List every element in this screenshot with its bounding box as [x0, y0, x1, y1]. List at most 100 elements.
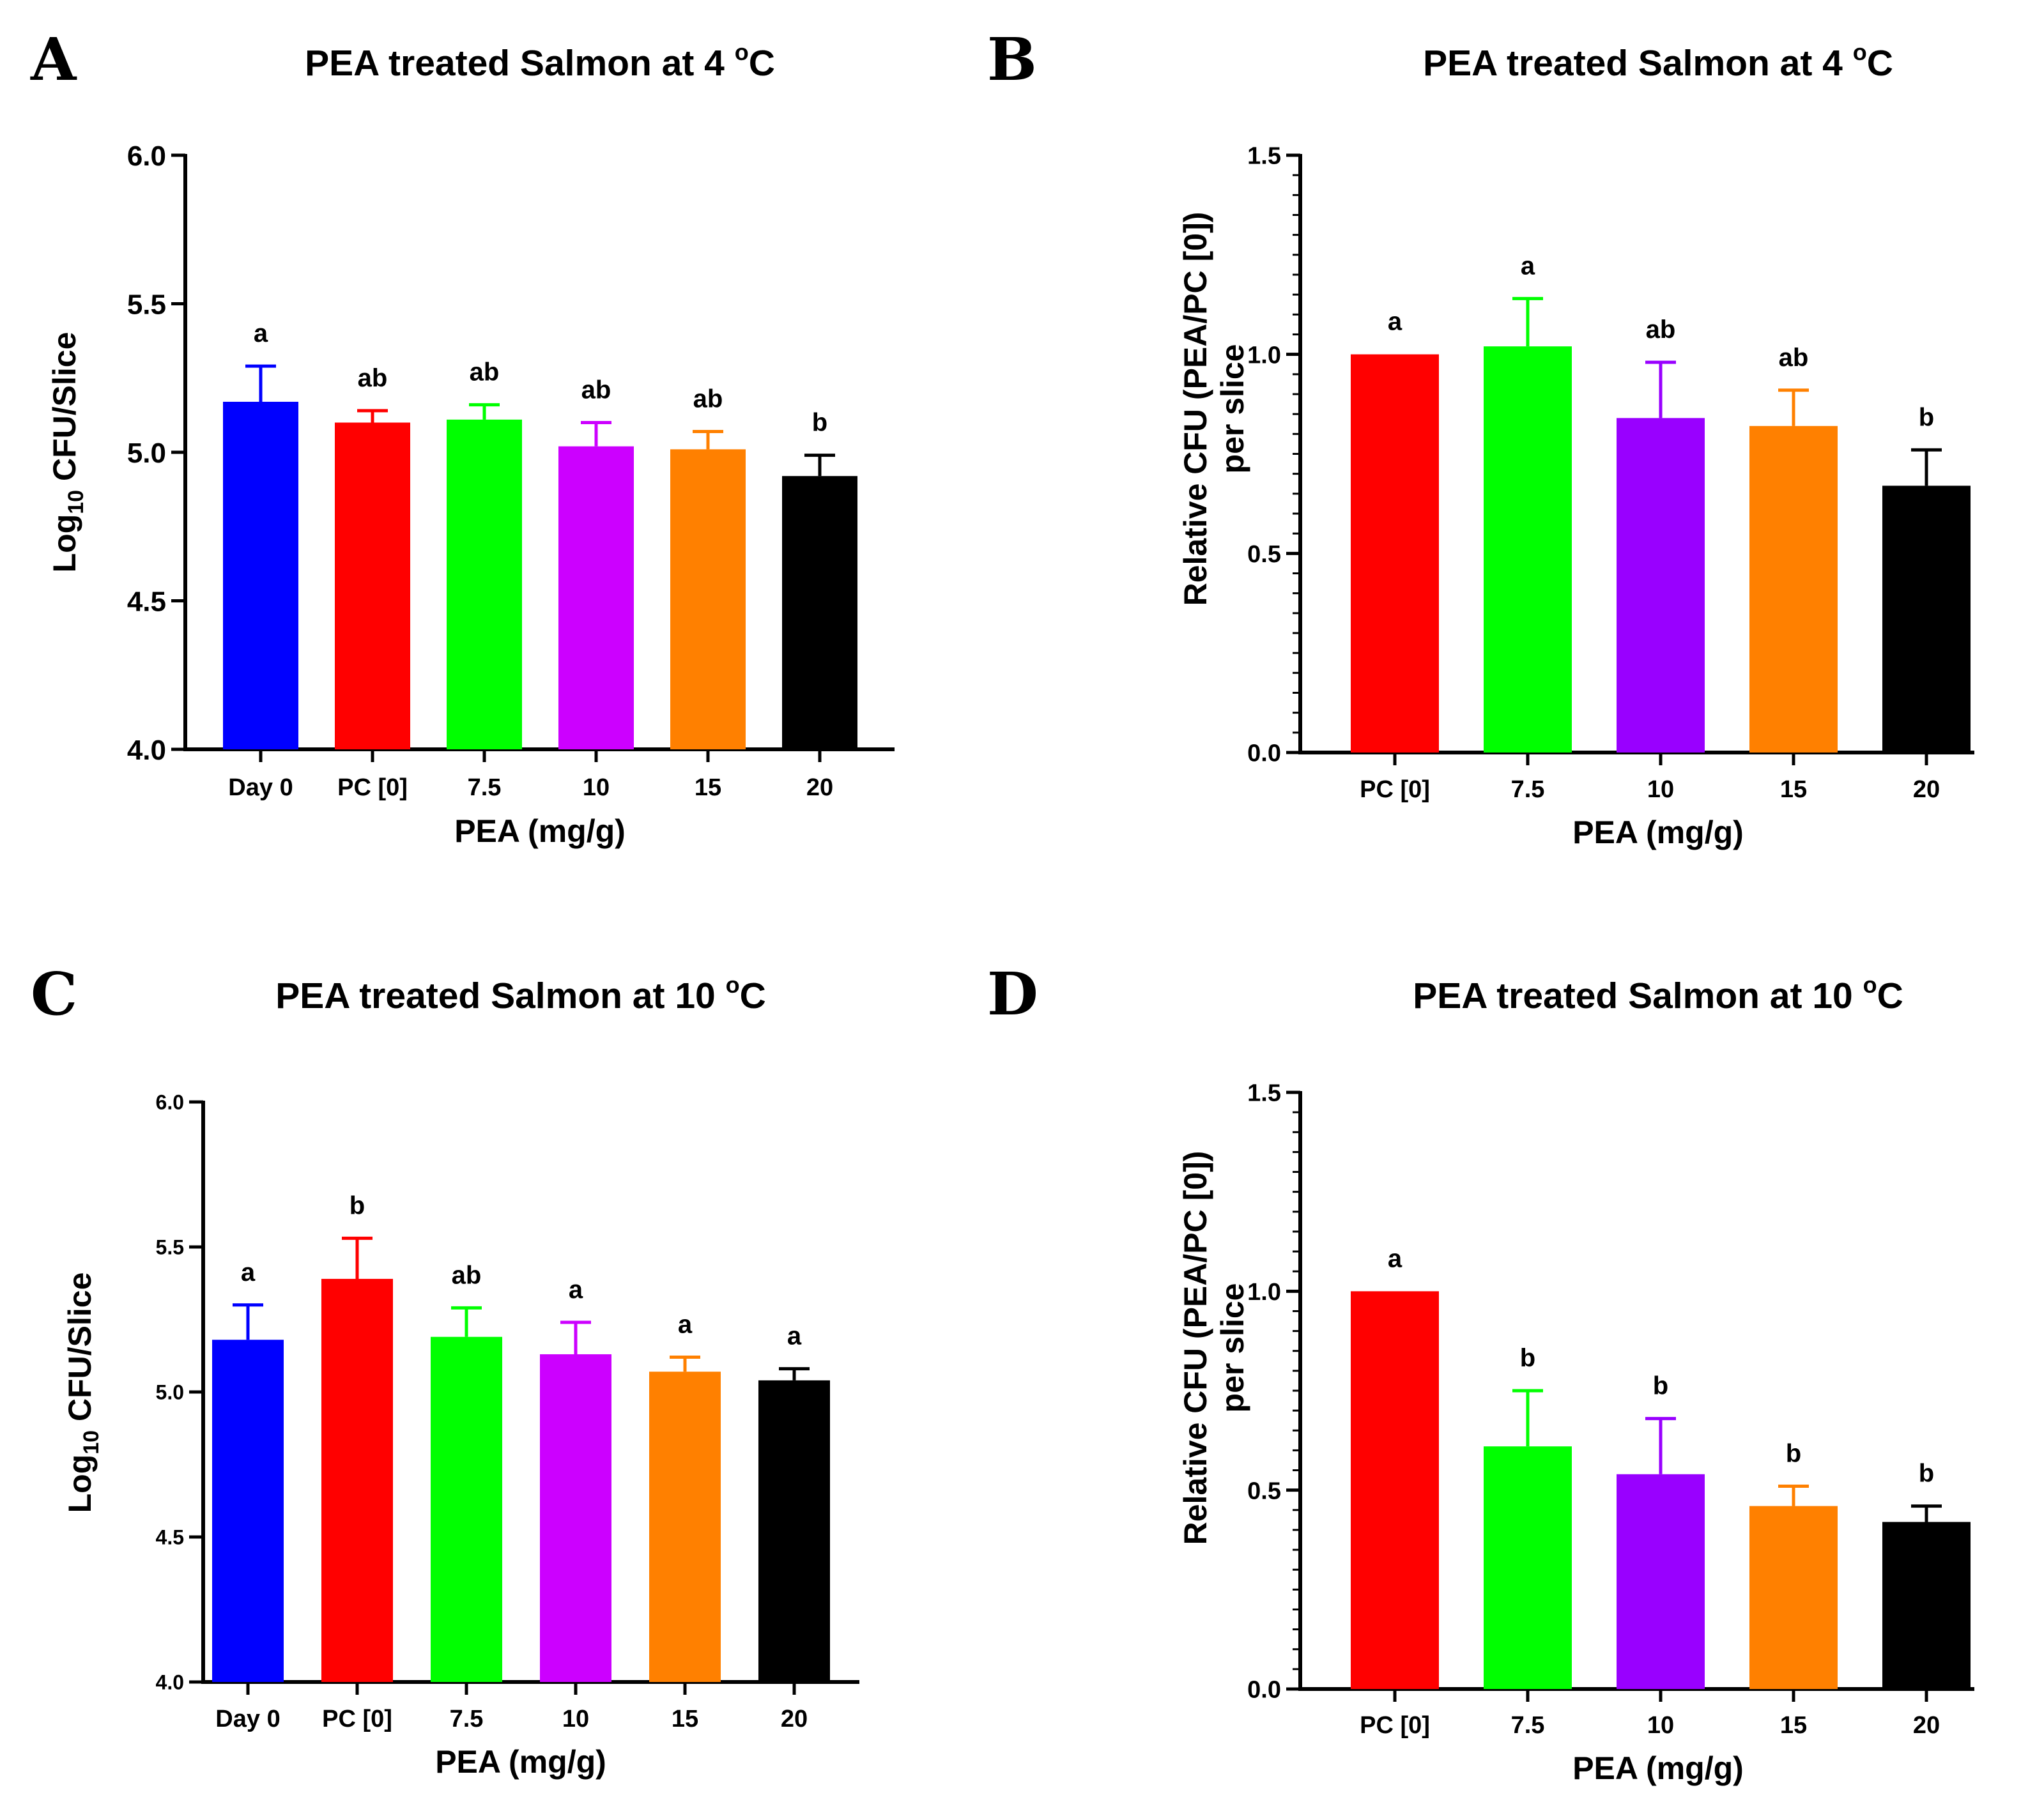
panel-letter: D: [987, 959, 1038, 1028]
chart-title-unit: C: [740, 975, 766, 1016]
significance-label: ab: [1779, 344, 1809, 372]
y-tick-label: 5.0: [156, 1381, 184, 1404]
bar-0: [1351, 354, 1439, 753]
x-tick-label: 7.5: [1511, 776, 1545, 803]
bar-2: [431, 1336, 502, 1682]
bar-2: [1617, 1474, 1705, 1689]
y-axis-label-log: Log: [62, 1455, 98, 1513]
significance-label: a: [1521, 252, 1535, 280]
y-tick-label: 0.0: [1247, 1677, 1281, 1704]
y-tick-label: 1.5: [1247, 1080, 1281, 1107]
bar-4: [1882, 485, 1971, 753]
significance-label: ab: [452, 1261, 482, 1289]
chart-title-degree: o: [1863, 972, 1877, 998]
y-axis-label-log: Log: [47, 514, 82, 573]
bar-1: [1484, 346, 1572, 753]
x-axis-label: PEA (mg/g): [435, 1744, 606, 1780]
bar-3: [1749, 425, 1838, 753]
x-tick-label: 15: [672, 1706, 698, 1732]
bar-1: [321, 1278, 393, 1682]
significance-label: b: [1919, 1460, 1934, 1488]
y-axis-label-subscript: 10: [79, 1430, 104, 1455]
x-tick-label: 15: [695, 774, 721, 801]
panel-c: C PEA treated Salmon at 10 oC4.04.55.05.5…: [31, 959, 859, 1780]
y-tick-label: 1.0: [1247, 1279, 1281, 1306]
x-tick-label: 20: [806, 774, 833, 801]
bar-1: [1484, 1446, 1572, 1689]
x-tick-label: 10: [1647, 776, 1674, 803]
x-tick-label: PC [0]: [322, 1706, 392, 1732]
significance-label: ab: [358, 364, 388, 392]
chart-title-degree: o: [726, 972, 740, 998]
x-tick-label: 10: [562, 1706, 589, 1732]
chart-title-text: PEA treated Salmon at 10: [275, 975, 725, 1016]
bar-2: [1617, 418, 1705, 753]
x-tick-label: 15: [1780, 1712, 1807, 1739]
significance-label: a: [254, 319, 268, 348]
x-tick-label: PC [0]: [337, 774, 408, 801]
x-axis-label: PEA (mg/g): [454, 813, 626, 849]
bar-4: [649, 1372, 721, 1682]
chart-title-text: PEA treated Salmon at 10: [1413, 975, 1863, 1016]
x-tick-label: Day 0: [215, 1706, 280, 1732]
bar-5: [758, 1380, 830, 1682]
bar-3: [540, 1354, 611, 1682]
panel-a: A PEA treated Salmon at 4 oC 4.0 4.5 5.0 5.5 6…: [30, 25, 895, 849]
y-axis-label-line1: Relative CFU (PEA/PC [0]): [1178, 1151, 1213, 1545]
panel-letter: C: [31, 959, 77, 1028]
bar-1: [335, 422, 410, 749]
y-tick-label: 4.0: [127, 735, 166, 766]
chart-title: PEA treated Salmon at 4 oC: [305, 39, 775, 84]
x-tick-label: 7.5: [450, 1706, 484, 1732]
x-axis-label: PEA (mg/g): [1572, 814, 1744, 850]
x-tick-label: 10: [583, 774, 610, 801]
chart-title: PEA treated Salmon at 10 oC: [1413, 972, 1903, 1016]
chart-title-degree: o: [735, 39, 749, 65]
x-tick-label: PC [0]: [1360, 776, 1430, 803]
y-axis-label-subscript: 10: [64, 490, 88, 514]
x-axis-label: PEA (mg/g): [1572, 1750, 1744, 1786]
chart-title-text: PEA treated Salmon at 4: [305, 43, 735, 84]
y-axis-label: Relative CFU (PEA/PC [0])per slice: [1178, 212, 1250, 606]
chart-title-unit: C: [1867, 43, 1893, 84]
significance-label: ab: [470, 358, 500, 386]
significance-label: b: [350, 1191, 365, 1219]
significance-label: a: [787, 1322, 802, 1350]
y-axis-label-unit: CFU/Slice: [47, 332, 82, 490]
significance-label: ab: [1646, 316, 1676, 344]
x-tick-label: 15: [1780, 776, 1807, 803]
chart-title-text: PEA treated Salmon at 4: [1423, 43, 1853, 84]
y-tick-label: 5.5: [127, 289, 166, 320]
y-axis-label-line2: per slice: [1215, 1283, 1250, 1413]
chart-title-unit: C: [749, 43, 775, 84]
y-tick-label: 4.0: [156, 1671, 184, 1694]
y-tick-label: 5.0: [127, 438, 166, 469]
y-axis-label-line2: per slice: [1215, 344, 1250, 474]
x-tick-label: 7.5: [1511, 1712, 1545, 1739]
y-tick-label: 0.0: [1247, 740, 1281, 767]
y-axis-label: Log10 CFU/Slice: [47, 332, 88, 573]
x-tick-label: 7.5: [468, 774, 502, 801]
panel-letter: B: [987, 25, 1037, 94]
significance-label: b: [1653, 1372, 1668, 1400]
y-axis-label-unit: CFU/Slice: [62, 1273, 98, 1430]
x-tick-label: 20: [781, 1706, 808, 1732]
y-tick-label: 0.5: [1247, 541, 1281, 568]
bar-3: [558, 446, 634, 749]
significance-label: a: [569, 1276, 583, 1304]
bar-2: [447, 419, 522, 749]
chart-title-unit: C: [1877, 975, 1903, 1016]
significance-label: ab: [581, 376, 611, 404]
chart-title: PEA treated Salmon at 4 oC: [1423, 39, 1893, 84]
y-axis-label: Relative CFU (PEA/PC [0])per slice: [1178, 1151, 1250, 1545]
y-tick-label: 1.0: [1247, 342, 1281, 369]
significance-label: a: [241, 1258, 256, 1287]
x-tick-label: Day 0: [228, 774, 293, 801]
chart-title: PEA treated Salmon at 10 oC: [275, 972, 765, 1016]
significance-label: a: [678, 1311, 693, 1339]
x-tick-label: 10: [1647, 1712, 1674, 1739]
y-tick-label: 6.0: [127, 141, 166, 172]
significance-label: b: [1520, 1344, 1535, 1372]
y-tick-label: 4.5: [156, 1526, 184, 1549]
x-tick-label: 20: [1913, 1712, 1940, 1739]
